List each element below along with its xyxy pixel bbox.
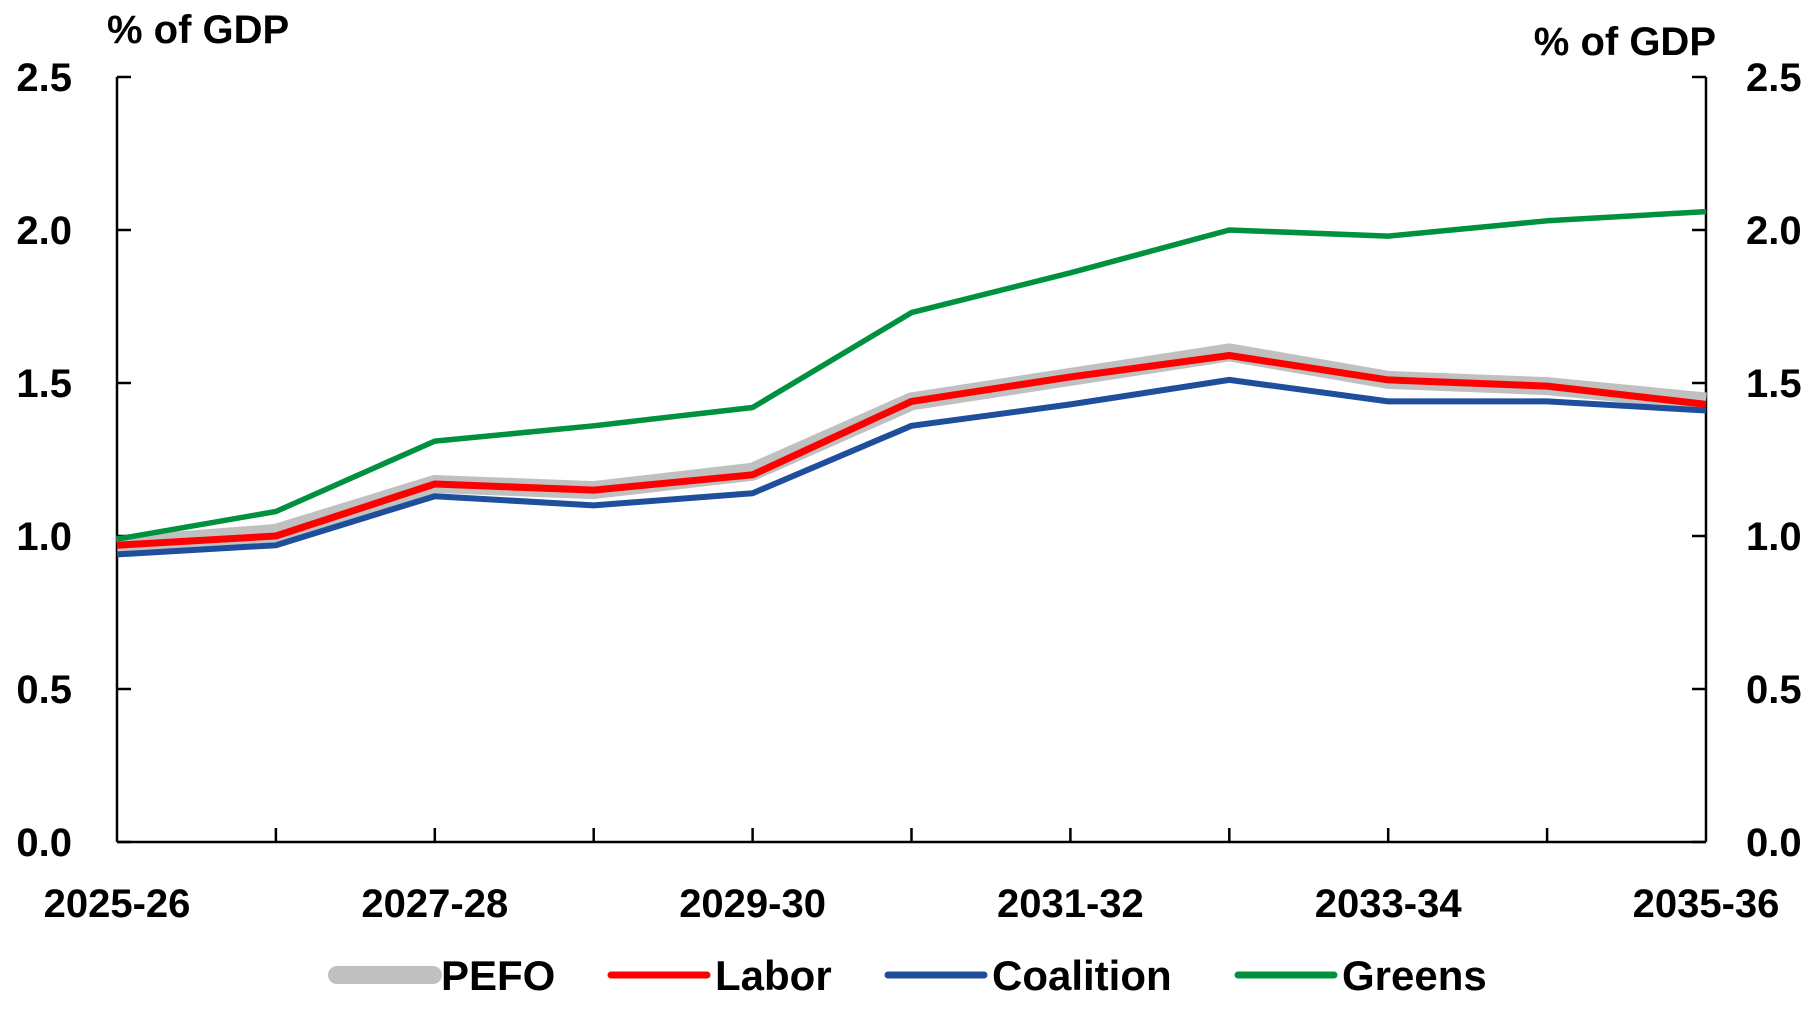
y-tick-label-right: 2.0 bbox=[1746, 209, 1802, 253]
y-tick-label-right: 1.0 bbox=[1746, 515, 1802, 559]
axes bbox=[115, 75, 1708, 844]
plot-area bbox=[116, 208, 1707, 558]
series-line-labor bbox=[116, 352, 1707, 549]
x-tick-label: 2025-26 bbox=[44, 882, 191, 926]
y-tick-label-right: 1.5 bbox=[1746, 362, 1802, 406]
legend: PEFO Labor Coalition Greens bbox=[328, 952, 1487, 999]
y-tick-label-right: 0.5 bbox=[1746, 668, 1802, 712]
x-tick-label: 2035-36 bbox=[1633, 882, 1780, 926]
axis-labels: 0.0 0.0 0.5 0.5 1.0 1.0 1.5 1.5 2.0 2.0 2.5 2.5 % of… bbox=[16, 8, 1801, 926]
y-tick-label-right: 2.5 bbox=[1746, 56, 1802, 100]
legend-label-greens: Greens bbox=[1342, 952, 1487, 999]
y-tick-label-left: 0.5 bbox=[16, 668, 72, 712]
legend-label-labor: Labor bbox=[715, 952, 832, 999]
y-tick-label-left: 2.0 bbox=[16, 209, 72, 253]
y-unit-label-right: % of GDP bbox=[1534, 20, 1716, 64]
y-unit-label-left: % of GDP bbox=[107, 8, 289, 52]
y-tick-label-left: 1.5 bbox=[16, 362, 72, 406]
series-line-coalition bbox=[116, 376, 1707, 558]
x-tick-label: 2033-34 bbox=[1315, 882, 1463, 926]
x-tick-label: 2027-28 bbox=[361, 882, 508, 926]
legend-label-pefo: PEFO bbox=[441, 952, 555, 999]
x-tick-label: 2031-32 bbox=[997, 882, 1144, 926]
series-line-greens bbox=[116, 208, 1707, 542]
y-tick-label-left: 0.0 bbox=[16, 821, 72, 865]
legend-label-coalition: Coalition bbox=[992, 952, 1172, 999]
y-tick-label-right: 0.0 bbox=[1746, 821, 1802, 865]
y-tick-label-left: 1.0 bbox=[16, 515, 72, 559]
x-tick-label: 2029-30 bbox=[679, 882, 826, 926]
y-tick-label-left: 2.5 bbox=[16, 56, 72, 100]
